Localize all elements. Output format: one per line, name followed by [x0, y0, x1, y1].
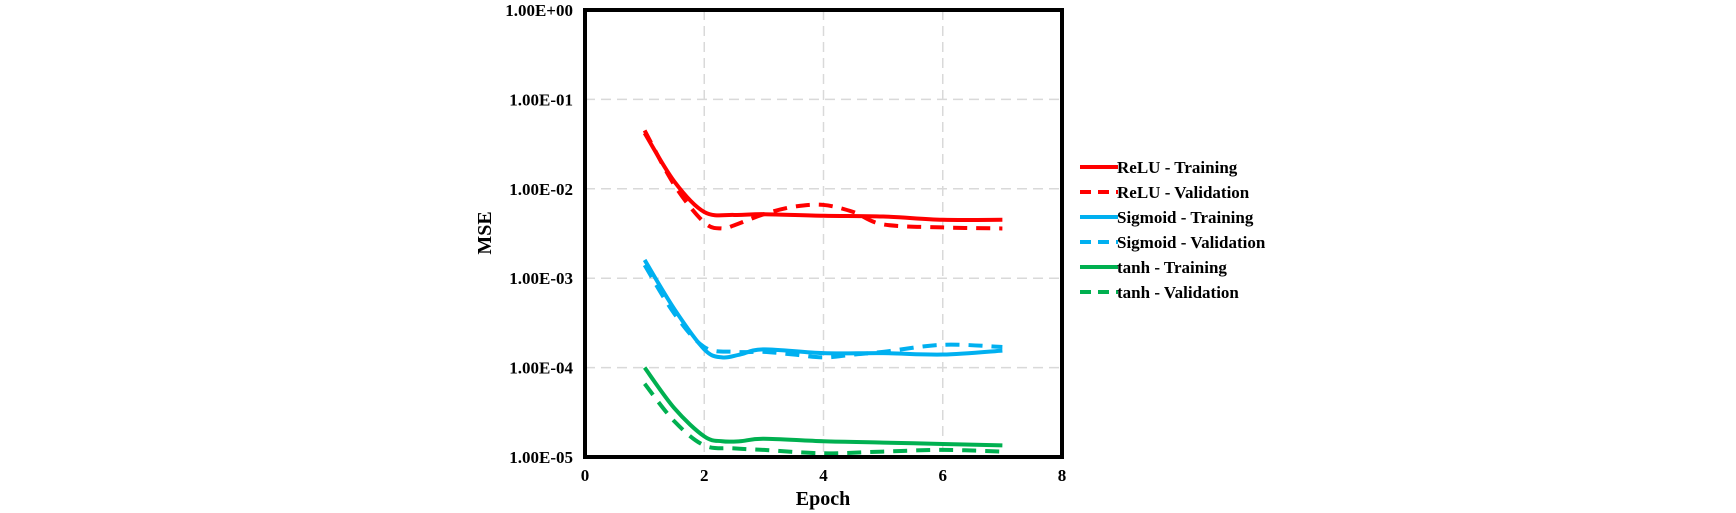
legend-label-tanh-validation: tanh - Validation	[1117, 283, 1239, 302]
y-axis-ticks: 1.00E-05 1.00E-04 1.00E-03 1.00E-02 1.00E-01…	[505, 1, 573, 467]
y-tick-label: 1.00E-05	[509, 448, 573, 467]
legend: ReLU - Training ReLU - Validation Sigmoid …	[1080, 158, 1266, 302]
legend-label-relu-training: ReLU - Training	[1117, 158, 1238, 177]
y-tick-label: 1.00E-01	[509, 90, 573, 109]
y-tick-label: 1.00E+00	[505, 1, 573, 20]
x-tick-label: 2	[700, 466, 709, 485]
grid-lines	[585, 10, 1062, 457]
y-tick-label: 1.00E-02	[509, 180, 573, 199]
series-lines	[642, 129, 1003, 456]
legend-label-sigmoid-validation: Sigmoid - Validation	[1117, 233, 1266, 252]
y-tick-label: 1.00E-04	[509, 359, 573, 378]
series-line-relu-validation	[642, 129, 1003, 231]
x-axis-title: Epoch	[796, 488, 850, 510]
x-tick-label: 6	[939, 466, 948, 485]
series-line-tanh-training	[643, 366, 1003, 448]
series-line-tanh-validation	[643, 382, 1003, 456]
series-line-sigmoid-validation	[642, 264, 1003, 360]
y-axis-title: MSE	[474, 211, 496, 254]
plot-frame	[583, 8, 1064, 459]
x-tick-label: 8	[1058, 466, 1067, 485]
y-tick-label: 1.00E-03	[509, 269, 573, 288]
legend-label-tanh-training: tanh - Training	[1117, 258, 1227, 277]
legend-label-relu-validation: ReLU - Validation	[1117, 183, 1250, 202]
x-tick-label: 0	[581, 466, 590, 485]
x-tick-label: 4	[819, 466, 828, 485]
legend-label-sigmoid-training: Sigmoid - Training	[1117, 208, 1254, 227]
x-axis-ticks: 0 2 4 6 8	[581, 466, 1067, 485]
